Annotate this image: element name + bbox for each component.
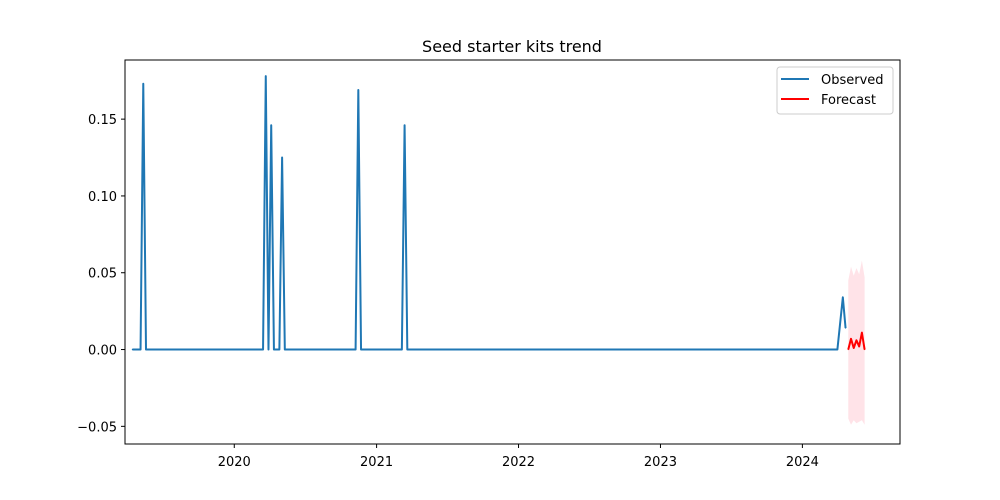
data-point-forecast [858, 345, 860, 348]
data-point-observed [262, 348, 264, 351]
y-tick-label: 0.05 [88, 267, 117, 282]
chart-title: Seed starter kits trend [422, 37, 602, 56]
data-point-observed [265, 75, 267, 77]
x-tick-label: 2022 [502, 455, 535, 470]
data-point-observed [401, 348, 403, 351]
data-point-observed [284, 348, 286, 351]
data-point-forecast [853, 347, 855, 349]
y-axis: −0.05 0.00 0.05 0.10 0.15 [77, 113, 125, 435]
plot-frame [124, 59, 901, 445]
data-point-observed [281, 156, 283, 159]
data-point-observed [142, 83, 144, 85]
data-point-forecast [847, 348, 849, 351]
data-point-forecast [864, 348, 866, 351]
x-axis: 2020 2021 2022 2023 2024 [218, 444, 819, 470]
data-point-observed [267, 348, 270, 351]
data-point-observed [139, 348, 142, 351]
data-point-observed [278, 348, 280, 351]
x-tick-label: 2023 [644, 455, 677, 470]
data-point-observed [357, 89, 359, 91]
data-point-observed [273, 348, 275, 351]
x-tick-label: 2021 [360, 455, 393, 470]
y-tick-label: 0.15 [88, 113, 117, 128]
data-point-observed [836, 348, 838, 351]
data-point-observed [842, 296, 844, 298]
y-tick-label: 0.00 [88, 344, 117, 359]
data-point-observed [403, 124, 406, 126]
data-point-observed [354, 348, 357, 351]
x-tick-label: 2020 [218, 455, 251, 470]
x-tick-label: 2024 [786, 455, 819, 470]
data-point-observed [844, 327, 847, 329]
legend-label-observed: Observed [821, 73, 884, 88]
data-point-observed [360, 348, 362, 351]
series-layer [131, 75, 866, 351]
data-point-observed [145, 348, 147, 351]
data-point-observed [259, 348, 261, 351]
legend-label-forecast: Forecast [821, 93, 876, 108]
data-point-observed [270, 124, 272, 126]
data-point-forecast [861, 332, 863, 334]
legend: Observed Forecast [776, 66, 894, 115]
data-point-forecast [850, 338, 852, 340]
y-tick-label: −0.05 [77, 420, 117, 435]
y-tick-label: 0.10 [88, 190, 117, 205]
data-point-forecast [855, 339, 858, 341]
data-point-observed [137, 348, 139, 351]
data-point-observed [131, 348, 133, 351]
data-point-observed [406, 348, 408, 351]
